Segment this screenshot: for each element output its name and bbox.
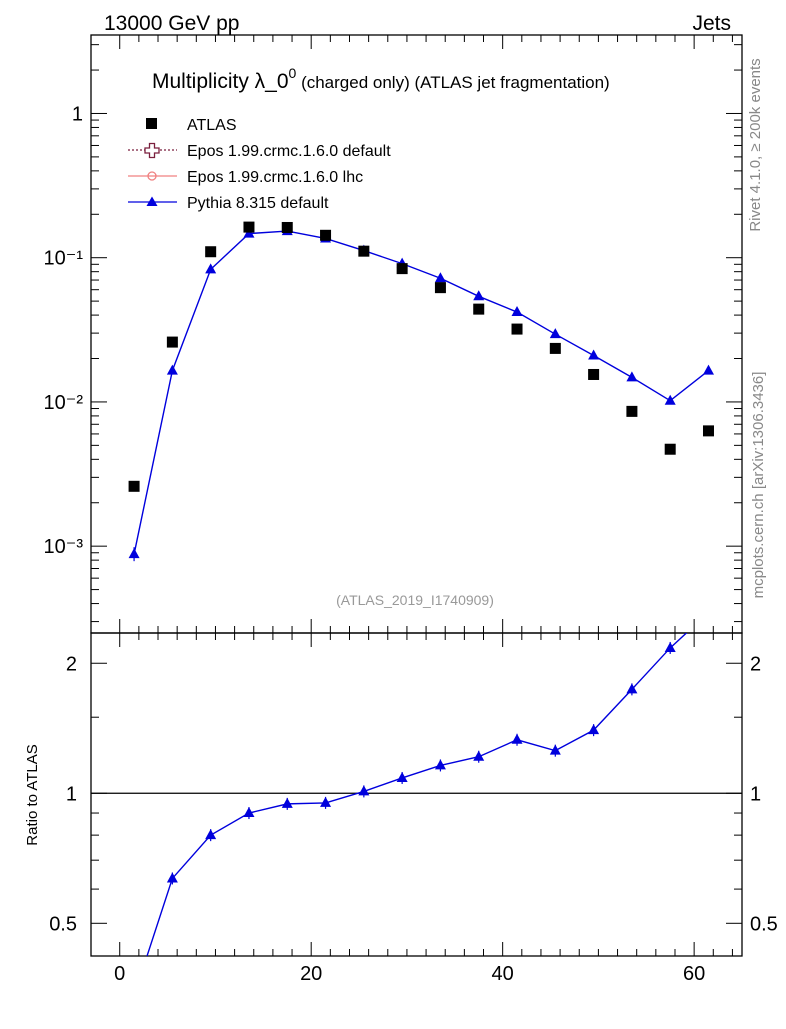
pythia-point	[434, 272, 446, 283]
pythia-point	[664, 394, 676, 405]
ratio-y-tick-label-left: 0.5	[49, 913, 77, 935]
pythia-point	[128, 548, 140, 559]
atlas-point	[128, 480, 140, 492]
atlas-point	[166, 336, 178, 348]
atlas-point	[588, 368, 600, 380]
pythia-point	[473, 290, 485, 301]
atlas-point	[549, 342, 561, 354]
ratio-point	[588, 724, 600, 735]
atlas-point	[702, 425, 714, 437]
rivet-version-label: Rivet 4.1.0, ≥ 200k events	[747, 58, 764, 231]
mcplots-label: mcplots.cern.ch [arXiv:1306.3436]	[750, 372, 767, 599]
legend-epos-lhc-marker	[147, 171, 157, 181]
pythia-point	[588, 349, 600, 360]
main-y-tick-label: 1	[72, 103, 83, 125]
legend-atlas-label: ATLAS	[187, 117, 237, 134]
data-layer	[128, 221, 714, 956]
ratio-y-tick-label-left: 1	[66, 783, 77, 805]
ratio-y-tick-label-right: 0.5	[750, 913, 778, 935]
pythia-point	[549, 328, 561, 339]
legend-epos-default-label: Epos 1.99.crmc.1.6.0 default	[187, 143, 391, 160]
ratio-point	[243, 807, 255, 818]
atlas-point	[320, 229, 332, 241]
ratio-point	[549, 744, 561, 755]
main-y-tick-label: 10⁻³	[44, 536, 84, 558]
atlas-point	[473, 303, 485, 315]
atlas-point	[281, 221, 293, 233]
pythia-point	[626, 371, 638, 382]
atlas-point	[396, 263, 408, 275]
legend-epos-default-marker	[144, 142, 160, 159]
atlas-point	[434, 282, 446, 294]
ratio-point	[281, 797, 293, 808]
x-tick-label: 20	[300, 963, 322, 985]
x-tick-label: 40	[492, 963, 514, 985]
atlas-point	[664, 443, 676, 455]
atlas-point	[626, 405, 638, 417]
main-y-tick-label: 10⁻¹	[44, 248, 84, 270]
ratio-y-tick-label-right: 2	[750, 653, 761, 675]
ratio-y-tick-label-left: 2	[66, 653, 77, 675]
x-tick-label: 0	[114, 963, 125, 985]
ratio-axis-label: Ratio to ATLAS	[24, 744, 41, 845]
plot-title: Multiplicity λ_00 (charged only) (ATLAS …	[152, 65, 610, 93]
plot-title-suffix: (charged only) (ATLAS jet fragmentation)	[296, 73, 609, 92]
ratio-point	[434, 759, 446, 770]
ratio-series-line	[146, 633, 688, 956]
legend-epos-lhc-label: Epos 1.99.crmc.1.6.0 lhc	[187, 169, 363, 186]
header-type-label: Jets	[692, 12, 731, 35]
pythia-series-line	[133, 230, 709, 555]
atlas-point	[358, 245, 370, 257]
ratio-point	[473, 750, 485, 761]
pythia-point	[205, 263, 217, 274]
analysis-id-label: (ATLAS_2019_I1740909)	[336, 592, 494, 608]
atlas-point	[243, 221, 255, 233]
ratio-series-group	[146, 633, 688, 956]
pythia-point	[511, 306, 523, 317]
ratio-point	[511, 733, 523, 744]
legend: ATLAS Epos 1.99.crmc.1.6.0 default Epos …	[128, 117, 391, 212]
plot-title-superscript: 0	[289, 65, 297, 81]
ratio-point	[626, 683, 638, 694]
ratio-point	[205, 829, 217, 840]
header-energy-label: 13000 GeV pp	[104, 12, 239, 35]
legend-pythia-label: Pythia 8.315 default	[187, 195, 329, 212]
ratio-point	[664, 641, 676, 652]
x-tick-label: 60	[683, 963, 705, 985]
pythia-point	[166, 364, 178, 375]
atlas-point	[205, 246, 217, 258]
ratio-point	[166, 872, 178, 883]
ratio-point	[320, 796, 332, 807]
ratio-point	[396, 771, 408, 782]
ratio-point	[358, 785, 370, 796]
atlas-point	[511, 323, 523, 335]
legend-pythia-marker	[146, 196, 158, 206]
main-y-tick-label: 10⁻²	[44, 392, 84, 414]
pythia-point	[702, 364, 714, 375]
ratio-panel-frame	[90, 632, 743, 957]
plot-title-main: Multiplicity λ_0	[152, 70, 289, 93]
ratio-y-tick-label-right: 1	[750, 783, 761, 805]
axes-layer: 10⁻³ 10⁻² 10⁻¹ 1 0 20 40 60 0.5 0.5 1 1 2 2	[44, 35, 778, 985]
legend-atlas-marker	[146, 118, 157, 129]
